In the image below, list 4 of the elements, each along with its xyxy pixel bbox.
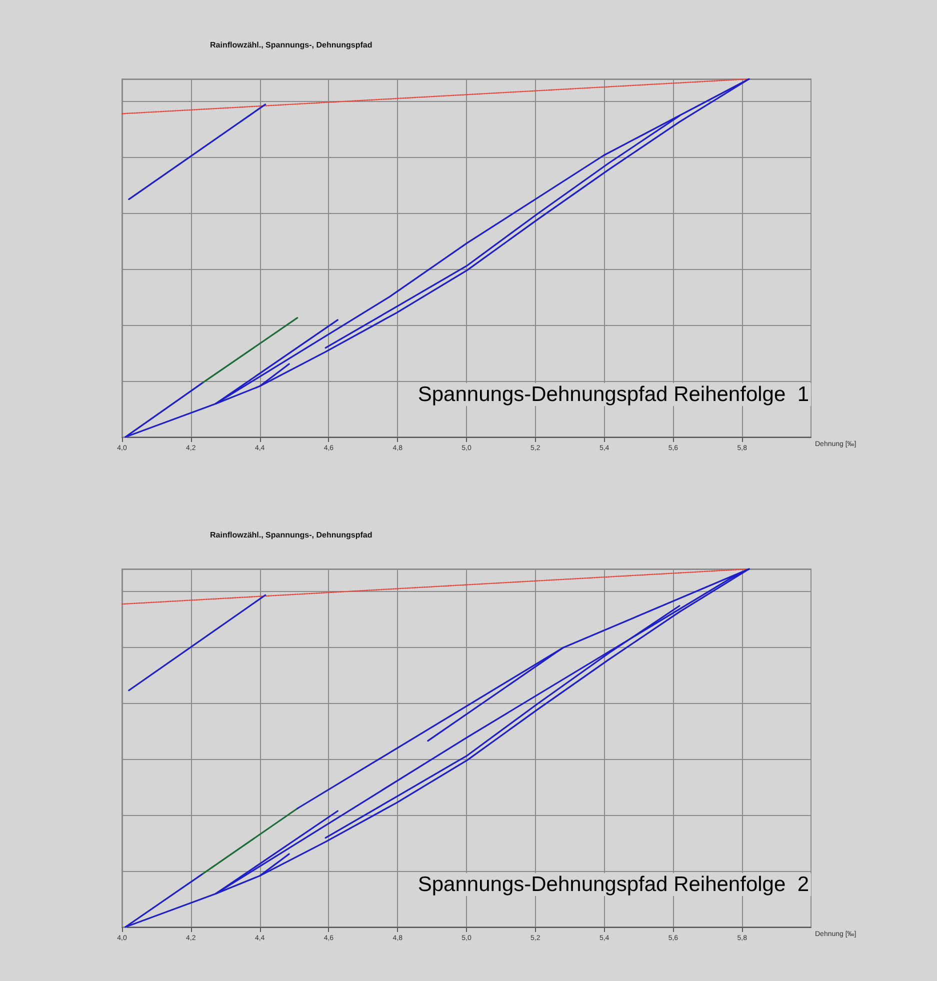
annotation: Spannungs-Dehnungspfad Reihenfolge 1 [418,383,810,406]
chart-title: Rainflowzähl., Spannungs-, Dehnungspfad [210,530,372,540]
annotation: Spannungs-Dehnungspfad Reihenfolge 2 [418,873,810,896]
chart-title: Rainflowzähl., Spannungs-, Dehnungspfad [210,40,372,50]
